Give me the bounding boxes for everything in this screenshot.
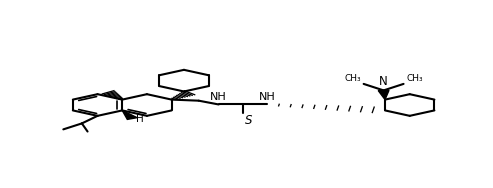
Text: CH₃: CH₃ bbox=[406, 74, 423, 83]
Text: NH: NH bbox=[259, 92, 276, 102]
Text: H: H bbox=[136, 114, 144, 124]
Text: S: S bbox=[246, 114, 253, 127]
Text: CH₃: CH₃ bbox=[345, 74, 361, 83]
Polygon shape bbox=[122, 110, 137, 119]
Text: N: N bbox=[379, 75, 388, 88]
Polygon shape bbox=[378, 90, 389, 100]
Text: NH: NH bbox=[211, 92, 227, 102]
